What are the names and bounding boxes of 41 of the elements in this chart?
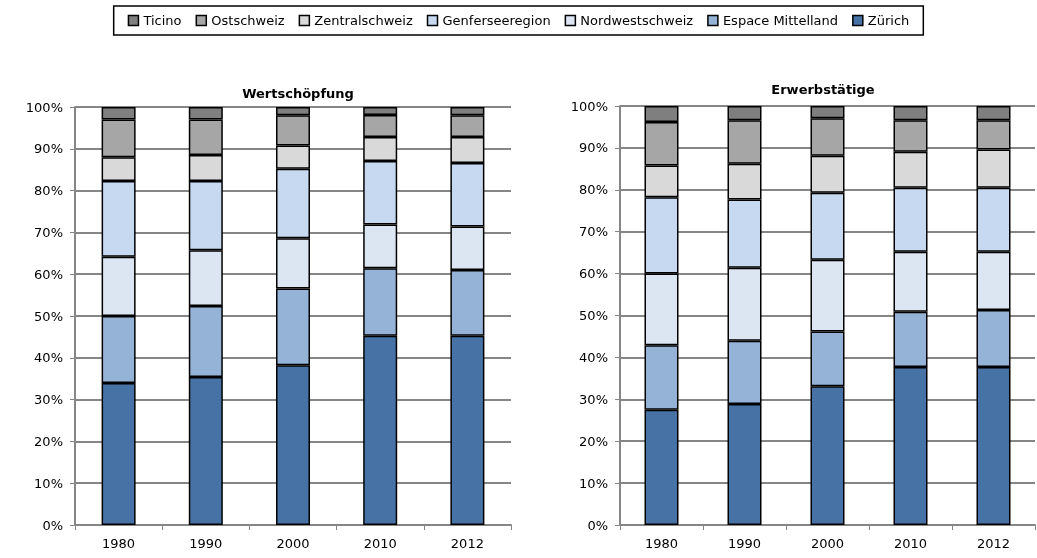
chart-title: Wertschöpfung bbox=[242, 86, 354, 101]
y-tick-label: 60% bbox=[34, 266, 63, 282]
x-tick-label: 2010 bbox=[893, 536, 928, 551]
legend-label: Nordwestschweiz bbox=[580, 13, 694, 28]
legend-label: Genferseeregion bbox=[442, 13, 551, 28]
legend-label: Espace Mittelland bbox=[722, 13, 839, 28]
legend-label: Zentralschweiz bbox=[314, 13, 413, 28]
y-tick-label: 90% bbox=[34, 141, 63, 157]
x-tick-label: 2000 bbox=[810, 536, 845, 551]
y-tick-label: 70% bbox=[34, 224, 63, 240]
x-tick-label: 1990 bbox=[189, 536, 223, 551]
y-tick-label: 30% bbox=[34, 392, 63, 408]
x-tick-label: 1980 bbox=[644, 536, 679, 551]
x-tick-label: 2000 bbox=[276, 536, 310, 551]
legend-label: Ticino bbox=[142, 13, 182, 28]
x-tick-label: 2010 bbox=[363, 536, 397, 551]
legend-label: Ostschweiz bbox=[211, 13, 285, 28]
y-tick-label: 50% bbox=[34, 308, 63, 324]
y-tick-label: 20% bbox=[579, 433, 608, 449]
y-tick-label: 10% bbox=[34, 475, 63, 491]
y-tick-label: 70% bbox=[579, 224, 608, 240]
x-tick-label: 2012 bbox=[976, 536, 1011, 551]
y-tick-label: 60% bbox=[579, 266, 608, 282]
y-tick-label: 100% bbox=[25, 99, 63, 115]
y-tick-label: 50% bbox=[579, 308, 608, 323]
y-tick-label: 20% bbox=[34, 433, 63, 449]
y-tick-label: 10% bbox=[579, 475, 608, 491]
y-tick-label: 40% bbox=[34, 350, 63, 366]
legend-label: Zürich bbox=[867, 13, 910, 28]
y-tick-label: 30% bbox=[579, 391, 608, 407]
y-tick-label: 0% bbox=[42, 517, 63, 533]
x-tick-label: 2012 bbox=[450, 536, 484, 551]
y-tick-label: 90% bbox=[579, 140, 608, 156]
y-tick-label: 0% bbox=[587, 517, 608, 533]
y-tick-label: 40% bbox=[579, 349, 608, 365]
x-tick-label: 1990 bbox=[727, 536, 762, 551]
y-tick-label: 80% bbox=[34, 183, 63, 199]
x-tick-label: 1980 bbox=[102, 536, 136, 551]
y-tick-label: 100% bbox=[570, 98, 608, 114]
chart-title: Erwerbstätige bbox=[771, 82, 875, 97]
y-tick-label: 80% bbox=[579, 182, 608, 198]
